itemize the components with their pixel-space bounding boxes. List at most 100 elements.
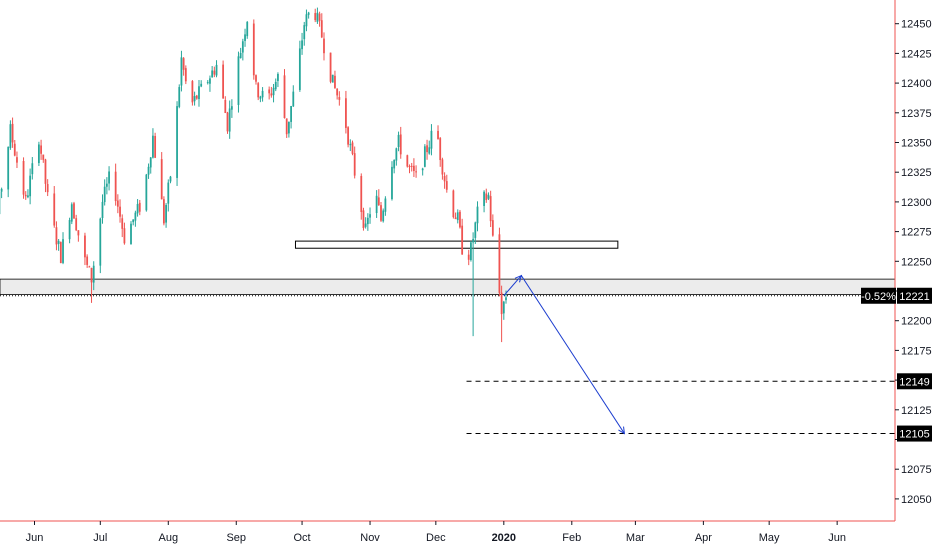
candle-body [380,205,382,221]
candle-body [354,153,356,175]
candle-body [483,192,485,206]
candle-body [488,195,490,199]
candle-body [400,134,402,154]
candle-body [262,91,264,97]
candle-body [369,214,371,217]
candle-body [321,20,323,37]
candle-body [244,34,246,41]
candle-body [47,184,49,192]
candle-body [255,75,257,82]
candle-body [161,159,163,199]
candle-body [367,218,369,224]
candle-body [56,227,58,244]
candle-body [382,211,384,222]
target-1-label: 12149 [899,376,930,388]
candle-body [446,181,448,190]
candle-body [395,148,397,160]
candle-body [398,135,400,147]
candle-body [345,98,347,128]
x-tick-label: Apr [695,532,712,544]
y-tick-label: 12175 [901,345,932,357]
candle-body [1,189,3,192]
candle-body [299,48,301,90]
candle-body [213,71,215,75]
candle-body [183,58,185,70]
candle-body [330,53,332,82]
candle-body [332,75,334,83]
candle-body [27,195,29,197]
candle-body [130,224,132,245]
x-tick-label: Feb [562,532,581,544]
candle-body [102,202,104,218]
candle-body [270,93,272,95]
y-tick-label: 12300 [901,197,932,209]
candle-body [319,14,321,21]
candle-body [58,241,60,244]
candle-body [470,242,472,260]
candle-body [12,124,14,143]
candle-body [38,144,40,163]
resistance-box[interactable] [295,241,617,248]
x-tick-label: Sep [226,532,246,544]
candle-body [306,14,308,26]
candle-body [231,106,233,109]
candle-body [301,40,303,49]
x-tick-label: Jun [26,532,44,544]
candle-body [229,108,231,131]
candle-body [238,56,240,105]
candle-body [69,220,71,239]
candle-body [277,74,279,81]
candle-body [336,89,338,96]
candle-body [292,92,294,107]
candle-body [25,195,27,196]
candle-body [349,144,351,145]
candle-body [253,24,255,76]
candle-body [268,90,270,94]
candle-body [91,268,93,282]
candle-body [501,293,503,314]
candle-body [288,122,290,134]
candle-body [505,297,507,300]
candle-body [503,302,505,314]
candle-body [207,82,209,83]
candle-body [7,147,9,189]
candle-body [29,176,31,197]
candle-body [115,172,117,201]
candle-body [457,212,459,220]
candle-body [84,236,86,258]
candle-body [73,203,75,218]
candle-body [257,83,259,97]
candle-body [139,203,141,212]
candle-body [376,196,378,213]
y-tick-label: 12425 [901,48,932,60]
candle-body [71,204,73,221]
y-tick-label: 12275 [901,227,932,239]
candle-body [490,196,492,221]
candle-body [422,169,424,171]
y-tick-label: 12350 [901,138,932,150]
x-tick-label: Dec [426,532,446,544]
y-tick-label: 12375 [901,108,932,120]
candle-body [170,177,172,182]
candle-body [391,167,393,199]
candle-body [194,96,196,101]
candle-body [31,163,33,174]
candle-body [485,193,487,200]
y-tick-label: 12400 [901,78,932,90]
candle-body [224,100,226,113]
candle-body [154,136,156,158]
candle-body [106,184,108,187]
candle-body [468,255,470,260]
candle-body [196,96,198,99]
candle-body [413,166,415,171]
candle-body [474,222,476,237]
projection-path[interactable] [504,276,625,434]
candle-body [150,157,152,167]
support-zone-band[interactable] [0,279,895,294]
candle-body [246,22,248,36]
candle-body [492,220,494,235]
candle-body [406,155,408,166]
candle-body [137,204,139,213]
